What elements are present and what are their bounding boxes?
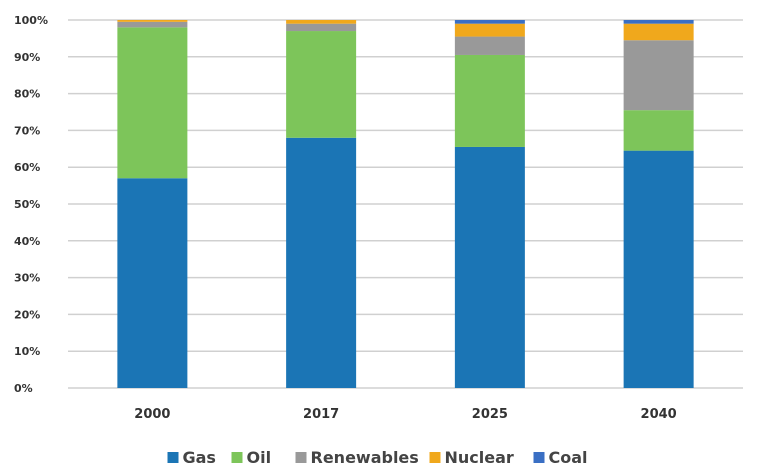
bar-segment-gas-2040 <box>623 150 694 388</box>
legend-swatch <box>429 452 441 463</box>
bar-segment-coal-2025 <box>454 20 525 24</box>
legend-label: Renewables <box>311 448 419 467</box>
x-category-label: 2040 <box>641 407 677 422</box>
legend-item-renewables: Renewables <box>295 448 419 467</box>
y-tick-label: 70% <box>14 124 40 137</box>
bar-segment-nuclear-2017 <box>286 20 357 24</box>
y-tick-label: 30% <box>14 272 40 285</box>
bar-segment-oil-2017 <box>286 31 357 138</box>
bar-segment-nuclear-2040 <box>623 23 694 41</box>
legend: Gas Oil Renewables Nuclear Coal <box>167 448 588 467</box>
y-tick-label: 60% <box>14 161 40 174</box>
bar-segment-oil-2000 <box>117 27 188 179</box>
legend-label: Nuclear <box>445 448 514 467</box>
y-tick-label: 90% <box>14 51 40 64</box>
legend-swatch <box>167 452 179 463</box>
x-category-label: 2025 <box>472 407 508 422</box>
legend-swatch <box>231 452 243 463</box>
legend-label: Oil <box>247 448 272 467</box>
legend-swatch <box>533 452 545 463</box>
y-tick-label: 50% <box>14 198 40 211</box>
bar-segment-coal-2040 <box>623 20 694 24</box>
x-axis-category-labels: 2000 2017 2025 2040 <box>134 407 676 422</box>
bar-segment-oil-2040 <box>623 110 694 151</box>
bar-segment-gas-2000 <box>117 178 188 388</box>
legend-swatch <box>295 452 307 463</box>
legend-label: Coal <box>549 448 588 467</box>
bar-segment-renewables-2025 <box>454 36 525 55</box>
bar-segment-renewables-2000 <box>117 21 188 28</box>
y-tick-label: 100% <box>14 14 48 27</box>
x-category-label: 2000 <box>134 407 170 422</box>
y-tick-label: 0% <box>14 382 33 395</box>
bar-segment-oil-2025 <box>454 54 525 147</box>
y-tick-label: 20% <box>14 308 40 321</box>
y-tick-label: 10% <box>14 345 40 358</box>
bar-segment-nuclear-2025 <box>454 23 525 37</box>
bar-segment-nuclear-2000 <box>117 20 188 22</box>
legend-label: Gas <box>183 448 216 467</box>
bar-segment-gas-2025 <box>454 146 525 388</box>
x-category-label: 2017 <box>303 407 339 422</box>
bar-segment-renewables-2017 <box>286 23 357 32</box>
y-axis-tick-labels: 0% 10% 20% 30% 40% 50% 60% 70% 80% 90% 100% <box>14 14 48 395</box>
legend-item-coal: Coal <box>533 448 588 467</box>
y-tick-label: 80% <box>14 88 40 101</box>
bar-segment-renewables-2040 <box>623 40 694 111</box>
legend-item-oil: Oil <box>231 448 272 467</box>
bars <box>117 20 694 388</box>
bar-segment-gas-2017 <box>286 137 357 388</box>
legend-item-nuclear: Nuclear <box>429 448 514 467</box>
legend-item-gas: Gas <box>167 448 216 467</box>
y-tick-label: 40% <box>14 235 40 248</box>
